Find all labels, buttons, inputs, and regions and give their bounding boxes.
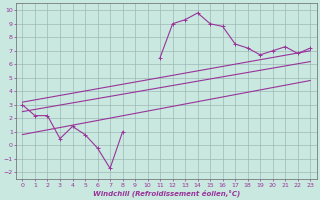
X-axis label: Windchill (Refroidissement éolien,°C): Windchill (Refroidissement éolien,°C) [93, 189, 240, 197]
